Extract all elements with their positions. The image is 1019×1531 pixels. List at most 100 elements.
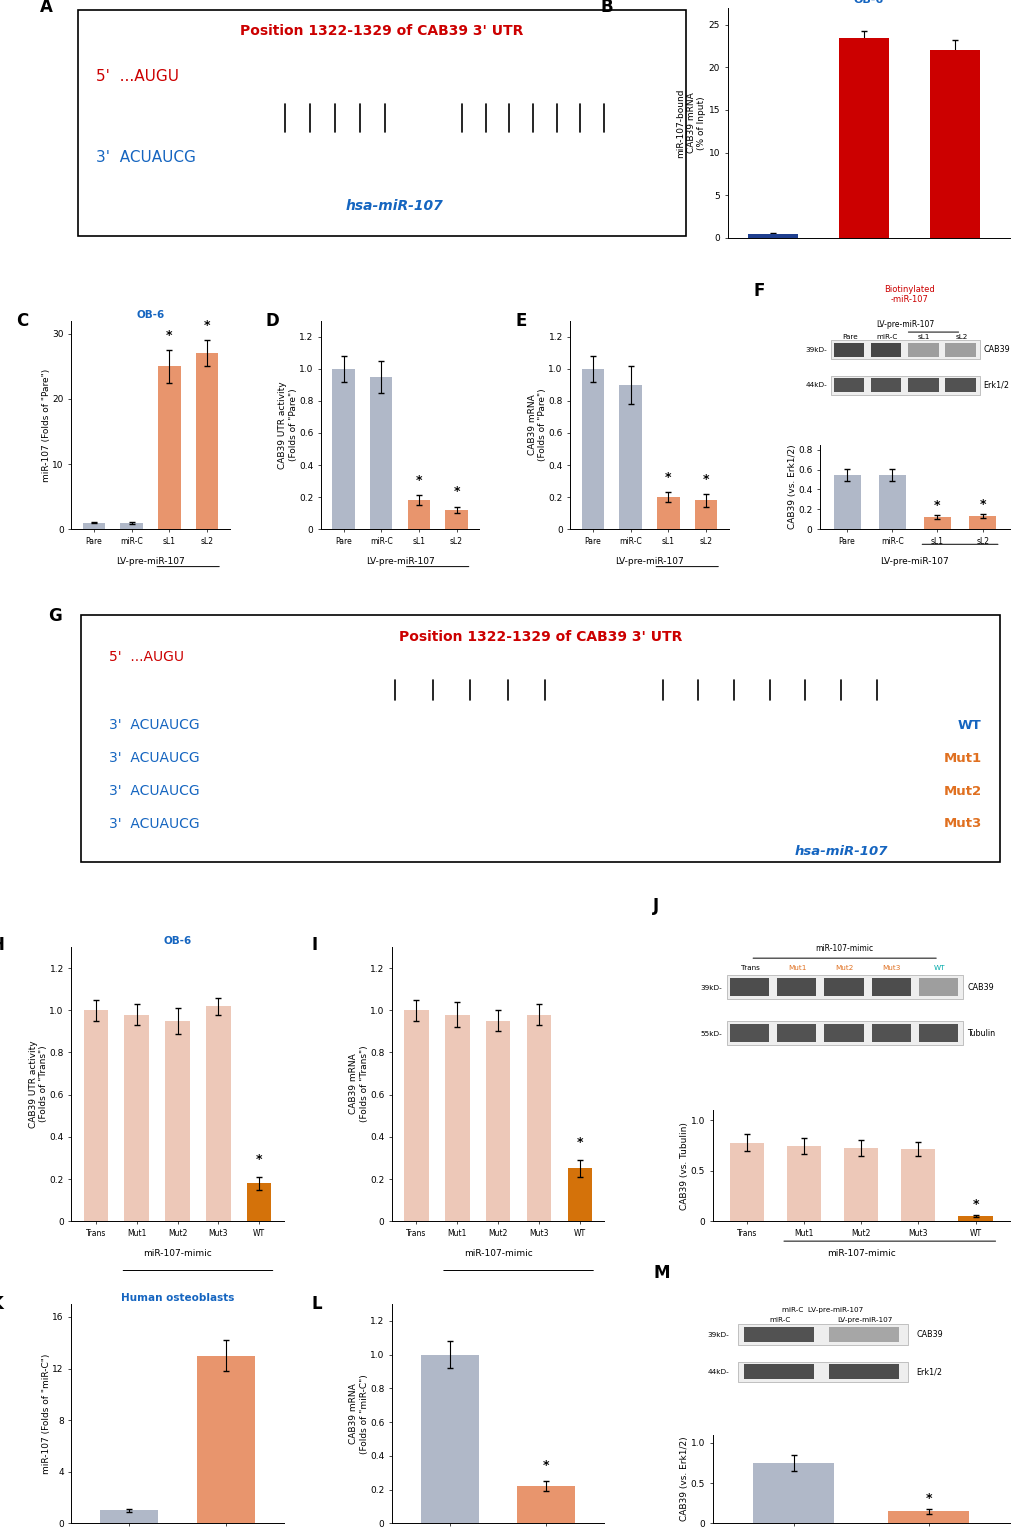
- Bar: [517, 1487, 575, 1523]
- X-axis label: LV-pre-miR-107: LV-pre-miR-107: [879, 557, 949, 566]
- Text: hsa-miR-107: hsa-miR-107: [794, 845, 887, 857]
- Text: LV-pre-miR-107: LV-pre-miR-107: [837, 1317, 893, 1323]
- Text: 39kD-: 39kD-: [707, 1332, 729, 1338]
- Bar: [196, 354, 218, 530]
- X-axis label: LV-pre-miR-107: LV-pre-miR-107: [116, 557, 184, 566]
- Bar: [247, 1183, 271, 1222]
- Text: A: A: [41, 0, 53, 17]
- Text: miR-C: miR-C: [875, 334, 897, 340]
- Bar: [120, 522, 143, 530]
- Bar: [870, 378, 901, 392]
- Text: 44kD-: 44kD-: [805, 383, 826, 389]
- Bar: [823, 1024, 863, 1043]
- Text: *: *: [933, 499, 940, 511]
- Bar: [370, 377, 392, 530]
- Bar: [726, 975, 962, 998]
- Text: *: *: [166, 329, 172, 341]
- Text: *: *: [702, 473, 708, 485]
- X-axis label: LV-pre-miR-107: LV-pre-miR-107: [614, 557, 684, 566]
- Text: H: H: [0, 935, 5, 954]
- Text: sL1: sL1: [917, 334, 929, 340]
- Text: 3'  ACUAUCG: 3' ACUAUCG: [109, 752, 200, 766]
- Text: L: L: [311, 1295, 322, 1314]
- Text: G: G: [48, 606, 61, 625]
- Bar: [738, 1361, 907, 1382]
- Bar: [823, 978, 863, 995]
- Bar: [694, 501, 716, 530]
- Y-axis label: miR-107 (Folds of "Pare"): miR-107 (Folds of "Pare"): [42, 369, 51, 482]
- Bar: [958, 1216, 991, 1222]
- Bar: [843, 1148, 877, 1222]
- Text: 55kD-: 55kD-: [700, 1030, 721, 1036]
- Text: Position 1322-1329 of CAB39 3' UTR: Position 1322-1329 of CAB39 3' UTR: [239, 23, 523, 38]
- Bar: [743, 1364, 813, 1379]
- Text: WT: WT: [932, 965, 944, 971]
- Bar: [968, 516, 996, 530]
- Bar: [907, 343, 937, 357]
- Text: B: B: [600, 0, 613, 17]
- Bar: [738, 1324, 907, 1344]
- Bar: [878, 475, 905, 530]
- Bar: [485, 1021, 510, 1222]
- Bar: [421, 1355, 478, 1523]
- Y-axis label: CAB39 mRNA
(Folds of "Trans"): CAB39 mRNA (Folds of "Trans"): [348, 1046, 368, 1122]
- Y-axis label: CAB39 UTR activity
(Folds of "Pare"): CAB39 UTR activity (Folds of "Pare"): [278, 381, 298, 468]
- Bar: [84, 1010, 108, 1222]
- Bar: [730, 1024, 768, 1043]
- Text: 3'  ACUAUCG: 3' ACUAUCG: [96, 150, 196, 165]
- Bar: [945, 343, 975, 357]
- Text: Mut2: Mut2: [835, 965, 853, 971]
- Bar: [786, 1145, 820, 1222]
- Bar: [828, 1327, 898, 1343]
- Text: Trans: Trans: [740, 965, 759, 971]
- Text: E: E: [515, 312, 526, 331]
- Bar: [444, 510, 468, 530]
- Text: Erk1/2: Erk1/2: [982, 381, 1009, 390]
- FancyBboxPatch shape: [77, 11, 685, 236]
- Bar: [729, 1142, 763, 1222]
- Text: 3'  ACUAUCG: 3' ACUAUCG: [109, 784, 200, 798]
- Text: hsa-miR-107: hsa-miR-107: [344, 199, 442, 213]
- Bar: [828, 1364, 898, 1379]
- Title: OB-6: OB-6: [137, 309, 164, 320]
- FancyBboxPatch shape: [81, 614, 1000, 862]
- Bar: [945, 378, 975, 392]
- Text: CAB39: CAB39: [915, 1330, 943, 1340]
- Text: Position 1322-1329 of CAB39 3' UTR: Position 1322-1329 of CAB39 3' UTR: [398, 631, 682, 645]
- Title: OB-6: OB-6: [853, 0, 883, 6]
- Text: C: C: [16, 312, 29, 331]
- Bar: [158, 366, 180, 530]
- Bar: [830, 375, 979, 395]
- Text: K: K: [0, 1295, 4, 1314]
- X-axis label: miR-107-mimic: miR-107-mimic: [464, 1249, 532, 1258]
- Bar: [870, 978, 910, 995]
- X-axis label: miR-107-mimic: miR-107-mimic: [143, 1249, 212, 1258]
- Text: *: *: [978, 498, 985, 511]
- Bar: [830, 340, 979, 360]
- Bar: [726, 1021, 962, 1046]
- Text: J: J: [652, 897, 658, 914]
- Y-axis label: CAB39 (vs. Erk1/2): CAB39 (vs. Erk1/2): [787, 444, 796, 530]
- Bar: [581, 369, 604, 530]
- Bar: [567, 1168, 591, 1222]
- Text: Erk1/2: Erk1/2: [915, 1367, 942, 1376]
- Text: LV-pre-miR-107: LV-pre-miR-107: [875, 320, 933, 329]
- Y-axis label: CAB39 mRNA
(Folds of "miR-C"): CAB39 mRNA (Folds of "miR-C"): [348, 1373, 368, 1453]
- Text: CAB39: CAB39: [982, 346, 1010, 354]
- Bar: [907, 378, 937, 392]
- Bar: [839, 37, 889, 237]
- Text: 39kD-: 39kD-: [805, 348, 826, 352]
- Y-axis label: CAB39 UTR activity
(Folds of "Trans"): CAB39 UTR activity (Folds of "Trans"): [29, 1040, 48, 1128]
- Title: Human osteoblasts: Human osteoblasts: [120, 1294, 234, 1303]
- Bar: [923, 517, 950, 530]
- Text: Tubulin: Tubulin: [966, 1029, 995, 1038]
- Text: *: *: [664, 472, 671, 484]
- Bar: [918, 978, 957, 995]
- Bar: [526, 1015, 550, 1222]
- Text: 5'  ...AUGU: 5' ...AUGU: [109, 651, 183, 664]
- Text: 3'  ACUAUCG: 3' ACUAUCG: [109, 818, 200, 831]
- X-axis label: miR-107-mimic: miR-107-mimic: [826, 1249, 895, 1258]
- Text: 3'  ACUAUCG: 3' ACUAUCG: [109, 718, 200, 732]
- Bar: [833, 343, 863, 357]
- Bar: [206, 1006, 230, 1222]
